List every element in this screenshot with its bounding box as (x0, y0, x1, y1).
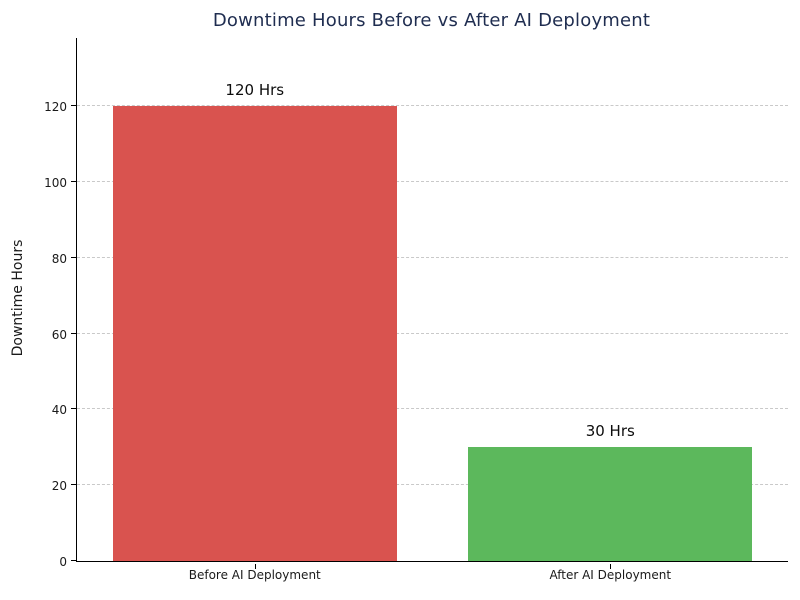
xtick-label-1: After AI Deployment (549, 568, 672, 582)
bar-before (112, 106, 397, 561)
ytick-label-120: 120 (44, 100, 67, 115)
bar-value-label: 120 Hrs (225, 81, 285, 100)
xtick-mark-1 (610, 564, 612, 569)
bar-after (468, 447, 753, 561)
gridline-y-40 (77, 408, 788, 410)
ytick-label-20: 20 (51, 479, 67, 494)
ytick-mark-80 (70, 256, 76, 258)
gridline-y-120 (77, 105, 788, 107)
y-axis-label: Downtime Hours (10, 239, 26, 357)
ytick-label-60: 60 (51, 327, 67, 342)
plot-area: 0 20 40 60 80 100 120 120 Hrs Before AI Deployme… (44, 38, 788, 582)
gridline-y-100 (77, 181, 788, 183)
ytick-label-0: 0 (59, 555, 67, 569)
xtick-label-0: Before AI Deployment (188, 568, 321, 582)
ytick-mark-60 (70, 332, 76, 334)
gridline-y-20 (77, 484, 788, 486)
chart-title: Downtime Hours Before vs After AI Deploy… (212, 10, 651, 31)
gridline-y-60 (77, 332, 788, 334)
ytick-mark-100 (70, 181, 76, 183)
ytick-label-40: 40 (51, 403, 67, 418)
gridline-y-80 (77, 256, 788, 258)
ytick-mark-20 (70, 484, 76, 486)
ytick-label-100: 100 (44, 176, 67, 191)
ytick-mark-0 (70, 560, 76, 561)
xtick-mark-0 (254, 564, 256, 569)
ytick-label-80: 80 (51, 251, 67, 266)
bar-value-label: 30 Hrs (585, 422, 635, 441)
ytick-mark-40 (70, 408, 76, 410)
ytick-mark-120 (70, 105, 76, 107)
